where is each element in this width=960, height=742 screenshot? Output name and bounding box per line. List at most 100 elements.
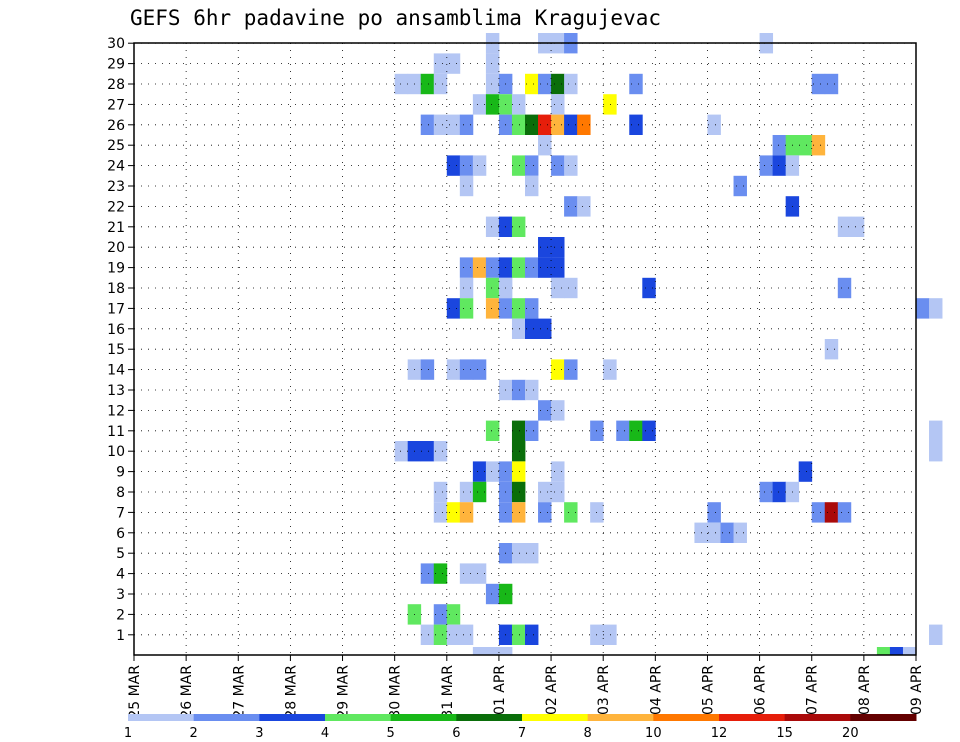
- x-tick-label: 06 APR: [753, 665, 769, 715]
- cell-member-7-step-31: [538, 502, 552, 523]
- cell-member-12-step-31: [538, 400, 552, 421]
- cell-member-17-step-29: [511, 298, 526, 319]
- cell-member-19-step-31: [538, 257, 552, 278]
- cell-member-13-step-29: [511, 379, 526, 401]
- y-tick-label-21: 21: [107, 220, 125, 236]
- legend-swatch-2: [193, 714, 260, 721]
- legend-label-12: 12: [711, 726, 728, 741]
- cell-member-27-step-32: [551, 94, 565, 115]
- cell-member-27-step-26: [472, 94, 487, 115]
- cell-member-26-step-25: [459, 114, 474, 135]
- cell-member-14-step-36: [603, 359, 617, 380]
- cell-member-2-step-24: [446, 604, 461, 625]
- cell-member-18-step-39: [642, 277, 656, 299]
- x-tick-label: 31 MAR: [440, 665, 456, 719]
- y-tick-label-25: 25: [107, 138, 125, 154]
- cell-member-26-step-22: [420, 114, 435, 135]
- cell-member-28-step-32: [551, 73, 565, 95]
- cell-member-21-step-55: [850, 216, 865, 237]
- legend-swatch-11: [784, 714, 851, 721]
- cell-member-29-step-23: [433, 53, 448, 74]
- cell-member-7-step-24: [446, 502, 461, 523]
- cell-member-10-step-22: [420, 441, 435, 462]
- cell-member-28-step-33: [564, 73, 578, 95]
- cell-member-8-step-25: [459, 481, 474, 503]
- cell-member-7-step-44: [707, 502, 721, 523]
- cell-member-19-step-30: [525, 257, 539, 278]
- y-tick-label-12: 12: [107, 403, 125, 419]
- legend-label-3: 3: [255, 726, 263, 741]
- cell-member-28-step-38: [629, 73, 643, 95]
- y-tick-label-14: 14: [107, 363, 125, 379]
- legend-swatch-7: [522, 714, 589, 721]
- cell-member-7-step-54: [837, 502, 852, 523]
- cell-member-12-step-32: [551, 400, 565, 421]
- cell-member-6-step-46: [733, 522, 747, 543]
- legend-label-20: 20: [842, 726, 859, 741]
- cell-member-1-step-30: [525, 624, 539, 645]
- cell-member-18-step-32: [551, 277, 565, 299]
- x-tick-label: 29 MAR: [336, 665, 352, 719]
- cell-member-17-step-25: [459, 298, 474, 319]
- y-tick-label-30: 30: [107, 36, 125, 52]
- y-tick-label-5: 5: [116, 546, 125, 562]
- x-tick-label: 28 MAR: [283, 665, 299, 719]
- cell-member-7-step-29: [511, 502, 526, 523]
- cell-member-14-step-25: [459, 359, 474, 380]
- legend-label-15: 15: [776, 726, 793, 741]
- cell-member-24-step-33: [564, 155, 578, 176]
- y-tick-label-29: 29: [107, 57, 125, 73]
- cell-member-10-step-29: [511, 441, 526, 462]
- x-tick-label: 07 APR: [805, 665, 821, 715]
- cell-member-8-step-48: [759, 481, 774, 503]
- cell-member-26-step-31: [538, 114, 552, 135]
- x-tick-label: 03 APR: [596, 665, 612, 715]
- cell-member-8-step-49: [772, 481, 787, 503]
- cell-member-14-step-33: [564, 359, 578, 380]
- cell-member-11-step-38: [629, 420, 643, 441]
- x-axis: 25 MAR 26 MAR 27 MAR 28 MAR 29 MAR 30 MAR 31 M…: [127, 655, 925, 719]
- legend-swatch-1: [128, 714, 195, 721]
- x-tick-label: 08 APR: [857, 665, 873, 715]
- cell-member-24-step-29: [511, 155, 526, 176]
- y-tick-label-27: 27: [107, 97, 125, 113]
- cell-member-17-step-60: [916, 298, 930, 319]
- cell-member-0-step-28: [498, 647, 513, 655]
- cell-member-0-step-59: [902, 647, 917, 655]
- x-tick-label: 27 MAR: [231, 665, 247, 719]
- cell-member-6-step-45: [720, 522, 734, 543]
- cell-member-29-step-27: [485, 53, 500, 74]
- cell-member-20-step-31: [538, 237, 552, 258]
- cell-member-5-step-29: [511, 543, 526, 564]
- y-tick-label-15: 15: [107, 342, 125, 358]
- y-tick-label-7: 7: [116, 505, 125, 521]
- x-tick-label: 26 MAR: [179, 665, 195, 719]
- legend-swatch-6: [456, 714, 523, 721]
- y-tick-label-8: 8: [116, 485, 125, 501]
- cell-member-7-step-25: [459, 502, 474, 523]
- cell-member-4-step-23: [433, 563, 448, 584]
- legend-swatch-8: [587, 714, 654, 721]
- y-axis: 1234567891011121314151617181920212223242…: [107, 36, 134, 644]
- y-tick-label-9: 9: [116, 465, 125, 481]
- cell-member-28-step-22: [420, 73, 435, 95]
- cell-member-19-step-26: [472, 257, 487, 278]
- cell-member-10-step-23: [433, 441, 448, 462]
- cell-member-10-step-61: [929, 441, 943, 462]
- cell-member-27-step-36: [603, 94, 617, 115]
- cell-member-19-step-27: [485, 257, 500, 278]
- cell-member-28-step-23: [433, 73, 448, 95]
- cell-member-16-step-30: [525, 318, 539, 339]
- cell-member-26-step-34: [577, 114, 591, 135]
- cell-member-17-step-61: [929, 298, 943, 319]
- cell-member-25-step-52: [811, 135, 826, 156]
- cell-member-19-step-25: [459, 257, 474, 278]
- cell-member-28-step-30: [525, 73, 539, 95]
- cell-member-13-step-30: [525, 379, 539, 401]
- cells-layer: [394, 33, 943, 655]
- y-tick-label-19: 19: [107, 261, 125, 277]
- cell-member-26-step-24: [446, 114, 461, 135]
- cell-member-21-step-54: [837, 216, 852, 237]
- cell-member-23-step-46: [733, 175, 747, 197]
- cell-member-11-step-30: [525, 420, 539, 441]
